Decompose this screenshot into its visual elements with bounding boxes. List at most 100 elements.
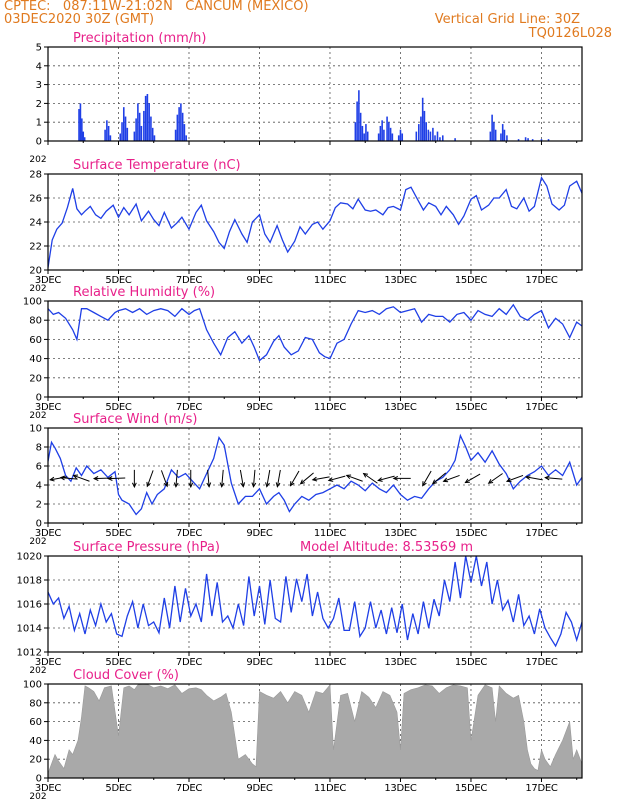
wind-cut-label: 202 (29, 537, 46, 547)
precip-bar (386, 116, 388, 141)
rh-ytick-label: 80 (29, 316, 42, 327)
cloud-ytick-label: 0 (36, 774, 42, 785)
precip-bar (363, 133, 365, 141)
wind-arrow (299, 472, 314, 485)
wind-arrow-head (72, 474, 79, 480)
wind-arrow-head (487, 479, 494, 484)
pressure-annotation: Model Altitude: 8.53569 m (300, 540, 473, 555)
rh-xtick-label: 7DEC (176, 402, 202, 413)
cloud-xtick-label: 11DEC (314, 783, 347, 794)
wind-arrow-shaft (422, 470, 432, 486)
temp-series-line (48, 175, 582, 268)
wind-arrow-head (163, 481, 169, 488)
precip-bar (109, 135, 112, 141)
wind-arrow (377, 475, 395, 482)
cloud-panel: 0 20 40 60 80 100 3DEC 5DEC 7DEC 9DEC 11DEC 13DEC 15… (23, 668, 583, 800)
rh-series-line (48, 303, 582, 362)
precip-bar (494, 129, 497, 141)
precip-bar (429, 131, 432, 141)
precip-bar (78, 109, 80, 141)
wind-arrow (289, 470, 300, 487)
station-title: CPTEC: 087:11W-21:02N CANCUM (MEXICO) (4, 0, 309, 14)
precip-bar (540, 139, 543, 141)
precip-bar (383, 129, 385, 141)
temp-cut-label: 202 (29, 284, 46, 294)
wind-arrow-shaft (290, 470, 300, 486)
wind-arrows (49, 469, 563, 489)
wind-arrow-head (345, 474, 352, 480)
precip-bar (81, 118, 83, 141)
wind-arrow-head (299, 479, 306, 485)
precip-bar (423, 110, 426, 141)
rh-ytick-label: 60 (29, 335, 42, 346)
cloud-area (48, 684, 582, 778)
precip-bar (501, 124, 504, 141)
wind-xtick-label: 9DEC (246, 528, 272, 539)
temp-xtick-label: 17DEC (525, 275, 558, 286)
precip-bar (178, 107, 180, 141)
precip-title: Precipitation (mm/h) (73, 31, 206, 46)
precip-bar (500, 133, 502, 141)
run-id: TQ0126L028 (528, 26, 612, 41)
temp-ytick-label: 28 (29, 170, 42, 181)
precip-bar (401, 133, 404, 141)
wind-arrow (524, 475, 543, 481)
cloud-ytick-label: 60 (29, 717, 42, 728)
precip-bar (524, 137, 527, 141)
precip-bar (517, 139, 520, 141)
wind-arrow (160, 470, 169, 488)
wind-arrow-shaft (328, 475, 346, 482)
precip-bar (133, 131, 136, 141)
forecast-date: 03DEC2020 30Z (GMT) (4, 12, 155, 27)
precip-bar (150, 116, 152, 141)
wind-arrow (107, 476, 126, 481)
cloud-xtick-label: 13DEC (384, 783, 417, 794)
cloud-title: Cloud Cover (%) (73, 668, 179, 683)
pressure-panel: 1012 1014 1016 1018 1020 3DEC 5DEC 7DEC 9DEC 11DE… (17, 540, 583, 676)
cloud-cut-label: 202 (29, 792, 46, 800)
cloud-ytick-label: 40 (29, 736, 42, 747)
precip-bar (153, 135, 156, 141)
wind-arrow-shaft (465, 473, 481, 484)
wind-arrow-shaft (239, 469, 244, 487)
precip-bar (493, 122, 495, 141)
pressure-cut-label: 202 (29, 666, 46, 676)
wind-arrow-shaft (276, 469, 281, 487)
wind-arrow-head (422, 481, 427, 487)
wind-arrow (544, 475, 563, 481)
pressure-ytick-label: 1014 (17, 624, 42, 635)
wind-arrow-shaft (312, 476, 330, 481)
precip-bar (83, 137, 86, 141)
wind-xtick-label: 15DEC (455, 528, 488, 539)
precip-bar (180, 103, 182, 141)
temp-xtick-label: 13DEC (384, 275, 417, 286)
precip-bar (185, 135, 187, 141)
wind-arrow-head (146, 481, 151, 488)
wind-arrow (49, 476, 68, 482)
temp-frame (47, 173, 583, 271)
precip-bar (82, 131, 85, 141)
wind-arrow-head (265, 482, 270, 488)
cloud-xtick-label: 9DEC (246, 783, 272, 794)
precip-bar (379, 125, 382, 141)
precip-bar (425, 122, 427, 141)
wind-arrow-shaft (506, 474, 524, 482)
temp-xtick-label: 15DEC (455, 275, 488, 286)
wind-xtick-label: 7DEC (176, 528, 202, 539)
precip-bar (354, 122, 357, 141)
pressure-xtick-label: 17DEC (525, 657, 558, 668)
precip-bar (547, 139, 550, 141)
pressure-xtick-label: 15DEC (455, 657, 488, 668)
pressure-ytick-label: 1012 (17, 648, 42, 659)
pressure-ytick-label: 1018 (17, 576, 42, 587)
precip-bar (356, 101, 358, 141)
wind-arrow-head (173, 482, 179, 488)
wind-arrow-shaft (525, 476, 543, 481)
wind-arrow-head (206, 482, 212, 488)
wind-arrow (72, 474, 90, 482)
wind-arrow-shaft (50, 476, 68, 481)
precip-bar (126, 127, 129, 141)
wind-ytick-label: 10 (29, 424, 42, 435)
precip-bar (436, 131, 439, 141)
precip-ytick-label: 5 (36, 43, 42, 54)
